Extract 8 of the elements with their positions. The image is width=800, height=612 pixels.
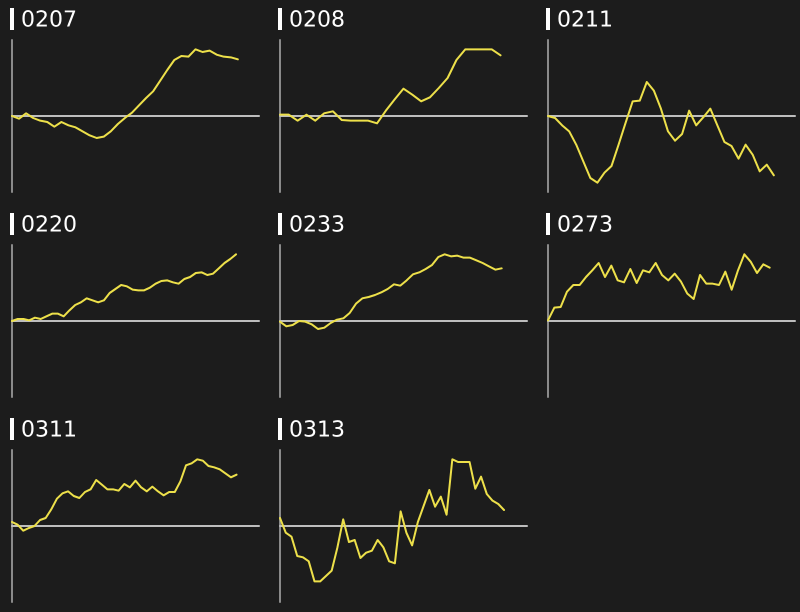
chart-title: 0211 bbox=[557, 8, 613, 32]
chart-title: 0220 bbox=[21, 212, 77, 238]
chart-title: 0273 bbox=[557, 212, 613, 238]
chart-title: 0207 bbox=[21, 8, 77, 32]
chart-title: 0208 bbox=[289, 8, 345, 32]
chart-title: 0313 bbox=[289, 418, 345, 442]
chart-title: 0233 bbox=[289, 212, 345, 238]
chart-title: 0311 bbox=[21, 418, 77, 442]
